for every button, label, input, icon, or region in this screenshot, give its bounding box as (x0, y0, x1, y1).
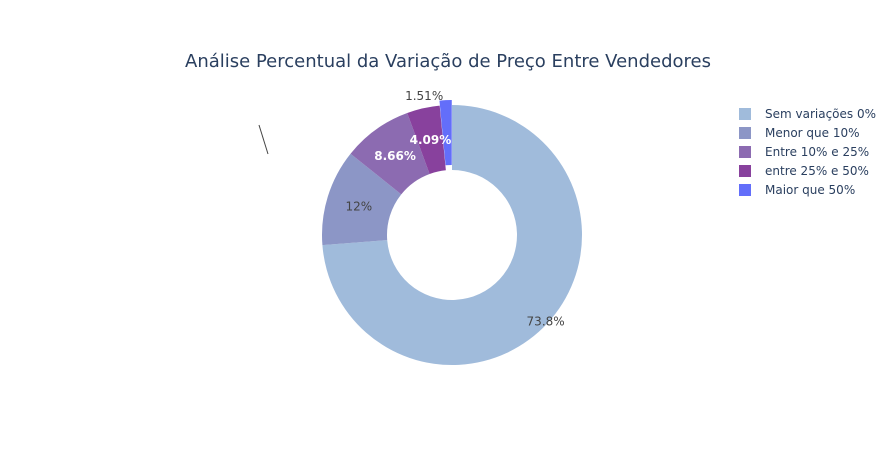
slice-label-menor-que-10pct: 12% (345, 199, 372, 213)
pie-slice-entre-25pct-e-50pct (407, 105, 446, 174)
legend-swatch-entre-10pct-e-25pct[interactable] (739, 146, 751, 158)
pie-slice-sem-variacoes-0pct (322, 105, 582, 365)
legend-label-sem-variacoes-0pct[interactable]: Sem variações 0% (765, 107, 876, 121)
legend-label-entre-10pct-e-25pct[interactable]: Entre 10% e 25% (765, 145, 869, 159)
label-connector-line (258, 124, 269, 155)
chart-title: Análise Percentual da Variação de Preço … (185, 51, 711, 72)
legend-label-entre-25pct-e-50pct[interactable]: entre 25% e 50% (765, 164, 869, 178)
pie-slices (322, 100, 582, 365)
legend-label-maior-que-50pct[interactable]: Maior que 50% (765, 183, 855, 197)
slice-label-entre-25pct-e-50pct: 4.09% (410, 133, 452, 147)
legend-swatch-sem-variacoes-0pct[interactable] (739, 108, 751, 120)
pie-slice-entre-10pct-e-25pct (350, 112, 430, 195)
pie-slice-labels: 73.8% 12% 8.66% 4.09% 1.51% (345, 89, 564, 328)
legend-swatch-menor-que-10pct[interactable] (739, 127, 751, 139)
pie-slice-menor-que-10pct (322, 153, 402, 246)
pie-slice-maior-que-50pct (439, 100, 452, 166)
legend-swatch-entre-25pct-e-50pct[interactable] (739, 165, 751, 177)
slice-label-maior-que-50pct: 1.51% (405, 89, 443, 103)
legend-swatch-maior-que-50pct[interactable] (739, 184, 751, 196)
legend: Sem variações 0% Menor que 10% Entre 10% e… (739, 107, 876, 197)
legend-label-menor-que-10pct[interactable]: Menor que 10% (765, 126, 860, 140)
slice-label-sem-variacoes-0pct: 73.8% (527, 315, 565, 329)
slice-label-entre-10pct-e-25pct: 8.66% (374, 149, 416, 163)
